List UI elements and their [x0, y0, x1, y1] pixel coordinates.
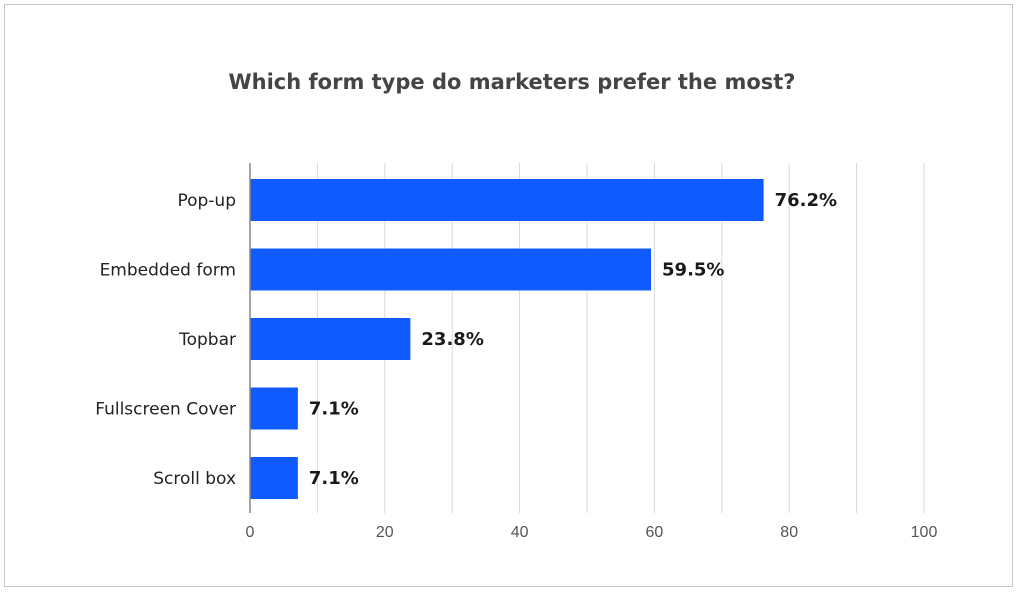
- category-label: Scroll box: [153, 469, 236, 489]
- bars: [250, 179, 764, 499]
- chart-frame: [4, 4, 1013, 587]
- x-tick-label: 0: [246, 524, 255, 541]
- value-label: 59.5%: [662, 260, 724, 281]
- bar: [250, 457, 298, 499]
- bar: [250, 248, 652, 291]
- x-tick-label: 40: [511, 524, 529, 541]
- category-label: Topbar: [178, 330, 236, 350]
- bar: [250, 179, 764, 221]
- x-tick-label: 60: [646, 524, 664, 541]
- gridlines: [316, 163, 925, 513]
- value-label: 7.1%: [309, 468, 359, 489]
- bar: [250, 387, 298, 430]
- category-label: Pop-up: [177, 191, 236, 211]
- x-tick-label: 80: [780, 524, 798, 541]
- chart-title: Which form type do marketers prefer the …: [228, 70, 796, 94]
- category-label: Fullscreen Cover: [95, 400, 236, 420]
- value-labels: 76.2% 59.5% 23.8% 7.1% 7.1%: [309, 190, 837, 489]
- x-tick-label: 20: [376, 524, 394, 541]
- value-label: 23.8%: [421, 329, 483, 350]
- value-label: 76.2%: [775, 190, 837, 211]
- x-tick-labels: 0 20 40 60 80 100: [246, 524, 938, 541]
- x-tick-label: 100: [911, 524, 938, 541]
- bar: [250, 318, 411, 360]
- category-label: Embedded form: [100, 261, 236, 281]
- value-label: 7.1%: [309, 399, 359, 420]
- category-labels: Pop-up Embedded form Topbar Fullscreen Cove…: [95, 191, 236, 489]
